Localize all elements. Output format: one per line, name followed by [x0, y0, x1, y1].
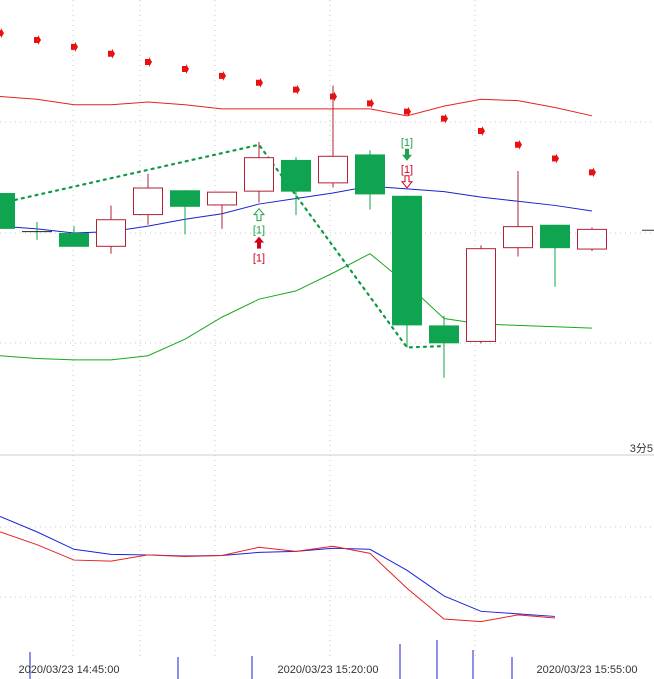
signal-label: [1] — [401, 137, 413, 149]
signal-label: [1] — [253, 253, 265, 265]
indicator-red-line — [0, 531, 556, 623]
candlesticks — [0, 85, 607, 378]
candle-body — [244, 157, 274, 192]
indicator-panel — [0, 516, 556, 679]
candle-body — [281, 159, 311, 192]
indicator-blue-line — [0, 516, 556, 617]
candle — [244, 142, 274, 203]
down-arrow-solid-icon — [402, 148, 412, 161]
sar-dot — [34, 34, 41, 45]
sar-dot — [256, 77, 263, 88]
candle-body — [503, 226, 533, 249]
sar-dot — [515, 139, 522, 150]
candle — [0, 193, 15, 229]
candle — [207, 191, 237, 229]
bollinger-lower-line — [0, 253, 593, 361]
up-arrow-hollow-icon — [252, 207, 266, 222]
trade-signals: [1] [1] [1] [1] — [253, 137, 413, 265]
bollinger-upper-line — [0, 96, 593, 117]
sar-dot — [145, 57, 152, 68]
sar-dot — [71, 41, 78, 52]
candle — [503, 170, 533, 257]
candle — [170, 190, 200, 235]
candle — [540, 224, 570, 287]
sar-dot — [441, 113, 448, 124]
candle — [355, 150, 385, 210]
signal-label: [1] — [401, 164, 413, 176]
sar-dots — [0, 28, 596, 178]
x-tick-label: 2020/03/23 15:20:00 — [278, 664, 379, 676]
candle-body — [540, 224, 570, 249]
signal-buy-solid: [1] — [253, 236, 265, 265]
candle — [59, 226, 89, 247]
candle-body — [207, 191, 237, 206]
candle — [281, 157, 311, 216]
sar-dot — [108, 48, 115, 59]
candle-body — [170, 190, 200, 207]
signal-buy-hollow: [1] — [252, 207, 266, 237]
x-axis: 2020/03/23 14:45:00 2020/03/23 15:20:00 20… — [19, 664, 638, 676]
zigzag-line — [13, 143, 446, 349]
sar-dot — [182, 63, 189, 74]
candle — [429, 315, 459, 378]
candle-body — [429, 325, 459, 344]
candle — [96, 205, 126, 254]
candle — [133, 173, 163, 225]
zigzag-path — [13, 143, 446, 349]
candle-body — [0, 193, 15, 229]
sar-dot — [552, 153, 559, 164]
sar-dot — [589, 167, 596, 178]
x-tick-label: 2020/03/23 14:45:00 — [19, 664, 120, 676]
signal-sell-solid: [1] — [401, 137, 413, 161]
sar-dot — [0, 28, 4, 39]
candle-body — [355, 154, 385, 195]
candle — [392, 195, 422, 348]
signal-label: [1] — [253, 225, 265, 237]
candle — [577, 227, 607, 251]
candle-body — [59, 233, 89, 247]
sar-dot — [367, 98, 374, 109]
sar-dot — [404, 106, 411, 117]
down-arrow-hollow-icon — [400, 175, 414, 189]
candle-body — [96, 219, 126, 247]
candle-body — [466, 248, 496, 342]
candle-body — [392, 195, 422, 326]
candle — [466, 245, 496, 344]
signal-sell-hollow: [1] — [400, 164, 414, 189]
candle-body — [318, 155, 348, 184]
candle-body — [577, 228, 607, 250]
candle — [318, 85, 348, 188]
sar-dot — [293, 84, 300, 95]
timeframe-label: 3分5 — [630, 442, 653, 455]
sar-dot — [478, 125, 485, 136]
candle — [22, 221, 52, 240]
sar-dot — [219, 70, 226, 81]
up-arrow-solid-icon — [254, 236, 264, 249]
x-tick-label: 2020/03/23 15:55:00 — [537, 664, 638, 676]
candle-body — [133, 187, 163, 216]
